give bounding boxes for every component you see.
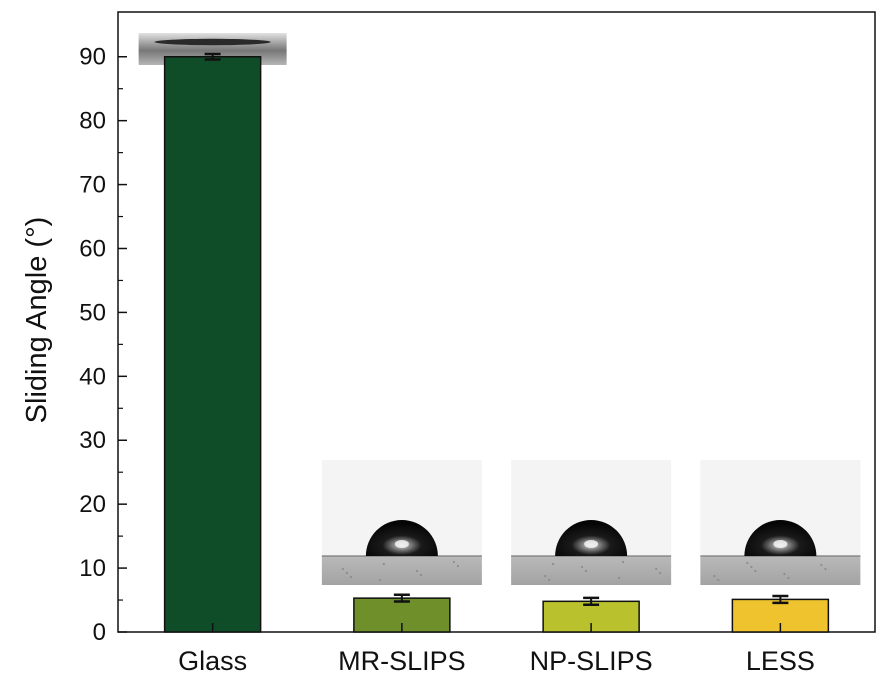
droplet-np-slips [555, 520, 628, 556]
x-tick-label: NP-SLIPS [530, 646, 653, 676]
substrate-speck [746, 561, 749, 565]
substrate [321, 556, 482, 585]
substrate-speck [622, 560, 625, 564]
droplet-less [744, 520, 817, 556]
y-tick-label: 50 [79, 299, 106, 326]
y-axis-title: Sliding Angle (°) [21, 217, 53, 424]
substrate-speck [345, 571, 348, 575]
substrate-speck [552, 562, 555, 566]
substrate [700, 556, 861, 585]
substrate-speck [544, 574, 547, 578]
x-tick-label: Glass [178, 646, 247, 676]
substrate-speck [341, 567, 344, 571]
x-axis: Glass MR-SLIPS NP-SLIPS LESS [178, 623, 815, 676]
substrate-speck [585, 569, 588, 573]
droplet-glass [154, 38, 271, 46]
substrate [511, 556, 672, 585]
x-tick-label: LESS [746, 646, 815, 676]
substrate-speck [717, 578, 720, 582]
substrate-speck [456, 564, 459, 568]
substrate-speck [787, 576, 790, 580]
y-tick-label: 60 [79, 235, 106, 262]
substrate-speck [824, 567, 827, 571]
droplet-highlight [584, 540, 599, 548]
substrate-speck [378, 578, 381, 582]
substrate-speck [382, 562, 385, 566]
substrate-speck [783, 572, 786, 576]
y-axis: 0 10 20 30 40 50 60 70 80 90 [79, 44, 127, 646]
bar-glass [163, 55, 262, 633]
substrate-speck [713, 574, 716, 578]
droplet-highlight [394, 540, 409, 548]
droplet-photos [138, 33, 861, 585]
substrate-speck [659, 571, 662, 575]
substrate-speck [548, 578, 551, 582]
substrate-speck [750, 565, 753, 569]
substrate-speck [581, 565, 584, 569]
y-tick-label: 30 [79, 427, 106, 454]
substrate-speck [655, 567, 658, 571]
y-tick-label: 20 [79, 491, 106, 518]
y-tick-label: 10 [79, 555, 106, 582]
y-tick-label: 0 [93, 619, 106, 646]
x-tick-label: MR-SLIPS [338, 646, 466, 676]
droplet-mr-slips [365, 520, 438, 556]
y-tick-label: 90 [79, 44, 106, 71]
y-tick-label: 40 [79, 363, 106, 390]
substrate-speck [452, 560, 455, 564]
substrate-speck [415, 569, 418, 573]
substrate-speck [419, 573, 422, 577]
substrate-speck [349, 575, 352, 579]
plot-frame [117, 11, 876, 633]
substrate-speck [754, 569, 757, 573]
droplet-highlight [773, 540, 788, 548]
y-tick-label: 70 [79, 172, 106, 199]
substrate-speck [820, 563, 823, 567]
bars [163, 52, 830, 633]
substrate-speck [618, 576, 621, 580]
y-tick-label: 80 [79, 108, 106, 135]
